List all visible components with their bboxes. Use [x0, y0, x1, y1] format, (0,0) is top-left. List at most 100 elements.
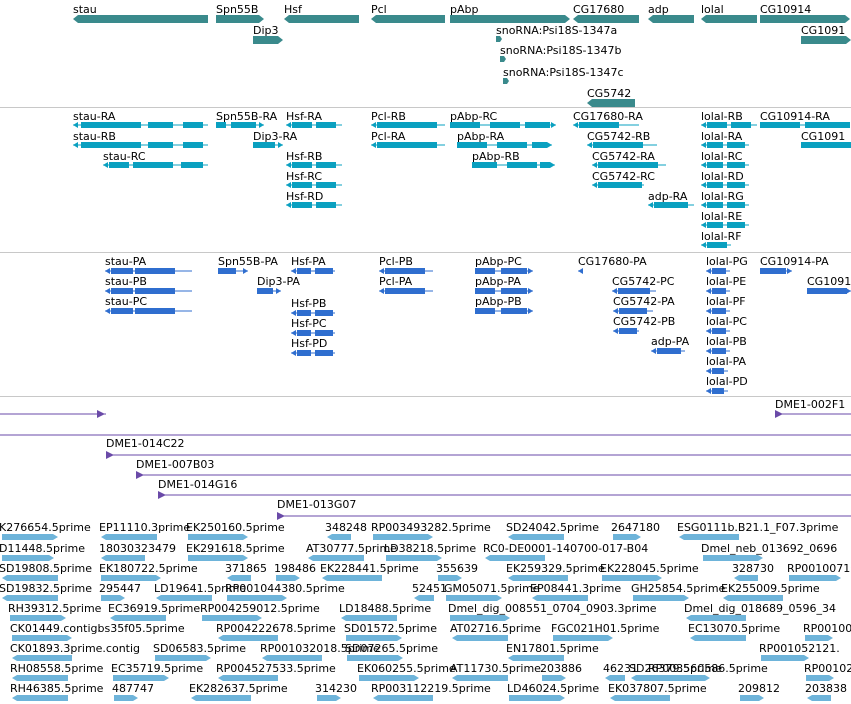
clone-feature[interactable] — [136, 471, 851, 479]
transcript-feature[interactable] — [371, 121, 445, 129]
est-feature[interactable] — [633, 595, 689, 601]
clone-feature[interactable] — [0, 410, 106, 418]
transcript-feature[interactable] — [701, 161, 749, 169]
transcript-label[interactable]: Hsf-RA — [286, 110, 322, 123]
gene-feature[interactable] — [801, 36, 851, 44]
est-feature[interactable] — [373, 534, 433, 540]
transcript-label[interactable]: CG5742-RA — [592, 150, 655, 163]
est-feature[interactable] — [359, 675, 419, 681]
transcript-label[interactable]: Hsf-RC — [286, 170, 323, 183]
est-label[interactable]: 348248 — [325, 521, 367, 534]
est-label[interactable]: 209812 — [738, 682, 780, 695]
est-label[interactable]: SD24042.5prime — [506, 521, 599, 534]
transcript-label[interactable]: Pcl-RA — [371, 130, 406, 143]
est-feature[interactable] — [188, 555, 248, 561]
est-feature[interactable] — [2, 595, 58, 601]
protein-label[interactable]: lolal-PC — [706, 315, 747, 328]
snorna-label[interactable]: snoRNA:Psi18S-1347c — [503, 66, 624, 79]
transcript-feature[interactable] — [592, 181, 644, 189]
transcript-label[interactable]: pAbp-RA — [457, 130, 505, 143]
est-feature[interactable] — [723, 595, 783, 601]
est-label[interactable]: Dmel_dig_018689_0596_34 — [684, 602, 837, 615]
snorna-feature[interactable] — [503, 78, 509, 84]
protein-feature[interactable] — [105, 307, 192, 315]
est-label[interactable]: 52451 — [412, 582, 447, 595]
est-label[interactable]: RP003112219.5prime — [371, 682, 491, 695]
est-label[interactable]: RP001044380.5prime — [225, 582, 345, 595]
est-feature[interactable] — [202, 615, 262, 621]
protein-feature[interactable] — [613, 327, 639, 335]
transcript-label[interactable]: adp-RA — [648, 190, 688, 203]
est-feature[interactable] — [452, 675, 508, 681]
est-feature[interactable] — [2, 575, 58, 581]
est-label[interactable]: EK037807.5prime — [608, 682, 707, 695]
est-label[interactable]: EK180722.5prime — [99, 562, 198, 575]
est-feature[interactable] — [101, 555, 145, 561]
est-feature[interactable] — [327, 534, 351, 540]
est-label[interactable]: EC13070.5prime — [688, 622, 781, 635]
protein-feature[interactable] — [706, 347, 730, 355]
est-label[interactable]: RP003493282.5prime — [371, 521, 491, 534]
transcript-label[interactable]: stau-RA — [73, 110, 116, 123]
est-label[interactable]: ESG0111b.B21.1_F07.3prime — [677, 521, 839, 534]
est-feature[interactable] — [101, 534, 157, 540]
clone-feature[interactable] — [106, 451, 851, 459]
gene-feature[interactable] — [216, 15, 264, 23]
protein-label[interactable]: Hsf-PC — [291, 317, 327, 330]
gene-label[interactable]: CG10914 — [760, 3, 812, 16]
est-label[interactable]: FGC021H01.5prime — [551, 622, 660, 635]
protein-label[interactable]: CG5742-PB — [613, 315, 676, 328]
est-label[interactable]: SD01572.5prime — [344, 622, 437, 635]
protein-label[interactable]: Spn55B-PA — [218, 255, 278, 268]
est-label[interactable]: RP001052121. — [759, 642, 840, 655]
est-feature[interactable] — [485, 555, 545, 561]
est-label[interactable]: EC35719.5prime — [111, 662, 204, 675]
transcript-feature[interactable] — [371, 141, 445, 149]
protein-feature[interactable] — [807, 287, 851, 295]
gene-label[interactable]: Spn55B — [216, 3, 259, 16]
est-label[interactable]: RP00100 — [803, 622, 851, 635]
protein-label[interactable]: lolal-PA — [706, 355, 747, 368]
protein-feature[interactable] — [291, 349, 335, 357]
protein-feature[interactable] — [291, 267, 335, 275]
protein-feature[interactable] — [257, 287, 281, 295]
est-feature[interactable] — [553, 635, 613, 641]
gene-label[interactable]: Hsf — [284, 3, 302, 16]
gene-label[interactable]: pAbp — [450, 3, 479, 16]
est-label[interactable]: GM05071.5prime — [444, 582, 540, 595]
est-label[interactable]: EN17801.5prime — [506, 642, 599, 655]
est-feature[interactable] — [276, 575, 300, 581]
est-feature[interactable] — [373, 695, 433, 701]
est-label[interactable]: EK060255.5prime — [357, 662, 456, 675]
protein-feature[interactable] — [706, 367, 728, 375]
transcript-feature[interactable] — [701, 221, 749, 229]
gene-feature[interactable] — [73, 15, 208, 23]
clone-feature[interactable] — [277, 512, 851, 520]
est-label[interactable]: AT11730.5prime — [450, 662, 541, 675]
est-feature[interactable] — [631, 675, 687, 681]
est-feature[interactable] — [679, 534, 739, 540]
transcript-feature[interactable] — [648, 201, 694, 209]
est-feature[interactable] — [12, 635, 72, 641]
est-feature[interactable] — [734, 575, 758, 581]
protein-label[interactable]: Hsf-PD — [291, 337, 328, 350]
protein-label[interactable]: Pcl-PA — [379, 275, 413, 288]
est-feature[interactable] — [805, 635, 833, 641]
est-feature[interactable] — [317, 695, 341, 701]
est-label[interactable]: EK291618.5prime — [186, 542, 285, 555]
est-feature[interactable] — [227, 595, 287, 601]
est-feature[interactable] — [690, 635, 746, 641]
gene-feature[interactable] — [371, 15, 445, 23]
est-feature[interactable] — [806, 675, 834, 681]
est-feature[interactable] — [10, 615, 66, 621]
protein-feature[interactable] — [706, 287, 730, 295]
est-label[interactable]: EK282637.5prime — [189, 682, 288, 695]
est-feature[interactable] — [386, 555, 442, 561]
protein-feature[interactable] — [612, 287, 656, 295]
transcript-feature[interactable] — [801, 141, 851, 149]
est-feature[interactable] — [110, 615, 166, 621]
clone-label[interactable]: DME1-007B03 — [136, 458, 215, 471]
est-feature[interactable] — [450, 615, 510, 621]
protein-feature[interactable] — [218, 267, 248, 275]
est-label[interactable]: Dmel_dig_008551_0704_0903.3prime — [448, 602, 657, 615]
